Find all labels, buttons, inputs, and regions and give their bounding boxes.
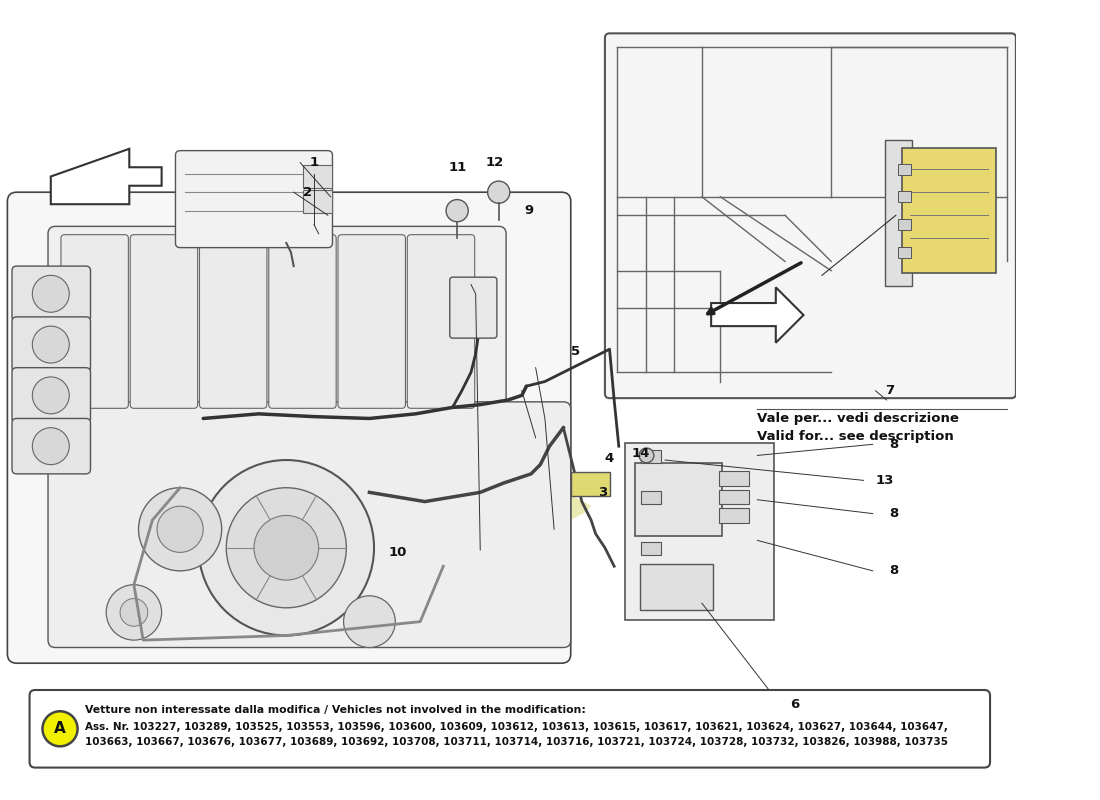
Text: Ass. Nr. 103227, 103289, 103525, 103553, 103596, 103600, 103609, 103612, 103613,: Ass. Nr. 103227, 103289, 103525, 103553,… — [85, 722, 948, 732]
FancyBboxPatch shape — [719, 508, 749, 523]
Circle shape — [157, 506, 204, 552]
FancyBboxPatch shape — [302, 166, 332, 187]
Text: Valid for... see description: Valid for... see description — [757, 430, 954, 442]
Text: 4: 4 — [605, 452, 614, 465]
Text: 14: 14 — [631, 447, 650, 460]
Text: 9: 9 — [525, 204, 533, 217]
Circle shape — [32, 326, 69, 363]
FancyBboxPatch shape — [30, 690, 990, 767]
FancyBboxPatch shape — [898, 191, 911, 202]
Circle shape — [139, 488, 222, 571]
Text: 5: 5 — [571, 345, 580, 358]
Text: 1957: 1957 — [383, 411, 593, 566]
FancyBboxPatch shape — [884, 139, 912, 286]
FancyBboxPatch shape — [12, 317, 90, 372]
Text: Vetture non interessate dalla modifica / Vehicles not involved in the modificati: Vetture non interessate dalla modifica /… — [85, 705, 586, 714]
FancyBboxPatch shape — [407, 234, 475, 408]
FancyBboxPatch shape — [641, 491, 661, 504]
Polygon shape — [711, 287, 803, 342]
Circle shape — [32, 275, 69, 312]
Circle shape — [254, 515, 319, 580]
FancyBboxPatch shape — [902, 148, 996, 274]
Circle shape — [32, 428, 69, 465]
Circle shape — [199, 460, 374, 635]
FancyBboxPatch shape — [48, 402, 571, 647]
FancyBboxPatch shape — [199, 234, 267, 408]
FancyBboxPatch shape — [130, 234, 198, 408]
Text: 8: 8 — [890, 438, 899, 451]
FancyBboxPatch shape — [605, 34, 1016, 398]
FancyBboxPatch shape — [719, 471, 749, 486]
FancyBboxPatch shape — [571, 472, 609, 496]
Circle shape — [32, 377, 69, 414]
Polygon shape — [51, 149, 162, 204]
FancyBboxPatch shape — [8, 192, 571, 663]
FancyBboxPatch shape — [898, 163, 911, 174]
Text: 6: 6 — [790, 698, 799, 711]
Text: 7: 7 — [884, 384, 894, 398]
Text: 1: 1 — [309, 156, 319, 169]
FancyBboxPatch shape — [719, 490, 749, 504]
FancyBboxPatch shape — [338, 234, 406, 408]
FancyBboxPatch shape — [12, 418, 90, 474]
FancyBboxPatch shape — [641, 542, 661, 555]
FancyBboxPatch shape — [636, 463, 723, 536]
FancyBboxPatch shape — [302, 190, 332, 213]
Text: 103663, 103667, 103676, 103677, 103689, 103692, 103708, 103711, 103714, 103716, : 103663, 103667, 103676, 103677, 103689, … — [85, 737, 948, 747]
Circle shape — [487, 181, 509, 203]
FancyBboxPatch shape — [625, 443, 774, 620]
Text: Since: Since — [273, 333, 499, 497]
Text: Vale per... vedi descrizione: Vale per... vedi descrizione — [757, 412, 959, 425]
FancyBboxPatch shape — [898, 246, 911, 258]
Text: 12: 12 — [486, 156, 504, 169]
FancyBboxPatch shape — [60, 234, 129, 408]
FancyBboxPatch shape — [640, 564, 713, 610]
Circle shape — [227, 488, 346, 608]
FancyBboxPatch shape — [12, 266, 90, 322]
FancyBboxPatch shape — [898, 219, 911, 230]
Text: 3: 3 — [598, 486, 607, 499]
Circle shape — [43, 711, 78, 746]
FancyBboxPatch shape — [450, 277, 497, 338]
FancyBboxPatch shape — [641, 450, 661, 463]
Text: 8: 8 — [890, 564, 899, 578]
Text: A: A — [54, 722, 66, 736]
Circle shape — [120, 598, 147, 626]
Circle shape — [639, 448, 653, 463]
Text: 10: 10 — [389, 546, 407, 559]
Text: 11: 11 — [449, 161, 468, 174]
FancyBboxPatch shape — [268, 234, 337, 408]
FancyBboxPatch shape — [12, 368, 90, 423]
Circle shape — [107, 585, 162, 640]
FancyBboxPatch shape — [48, 226, 506, 426]
Text: 13: 13 — [876, 474, 894, 487]
Text: 2: 2 — [302, 186, 312, 198]
Circle shape — [343, 596, 395, 647]
FancyBboxPatch shape — [176, 150, 332, 248]
Circle shape — [447, 199, 469, 222]
Text: 8: 8 — [890, 507, 899, 520]
